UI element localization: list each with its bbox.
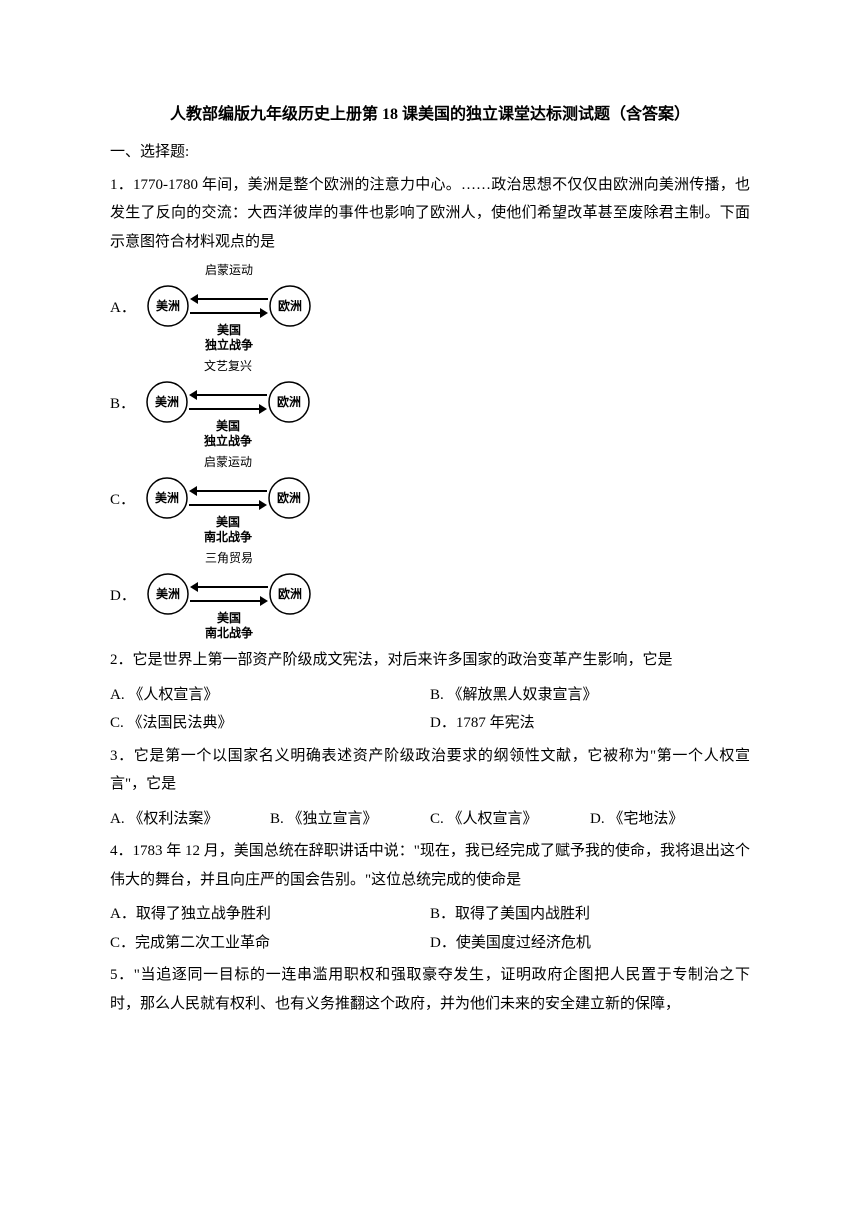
svg-text:美国: 美国	[216, 418, 240, 433]
q1-diagram-b: 文艺复兴 美洲 欧洲 美国 独立战争	[143, 358, 313, 450]
q3-opt-b: B. 《独立宣言》	[270, 805, 430, 834]
svg-text:美国: 美国	[217, 610, 241, 625]
svg-text:美国: 美国	[217, 322, 241, 337]
svg-text:美洲: 美洲	[155, 490, 179, 505]
svg-text:美国: 美国	[216, 514, 240, 529]
option-label: C．	[110, 486, 135, 515]
svg-text:欧洲: 欧洲	[277, 394, 301, 409]
question-2: 2．它是世界上第一部资产阶级成文宪法，对后来许多国家的政治变革产生影响，它是 A…	[110, 646, 750, 738]
svg-text:独立战争: 独立战争	[203, 433, 252, 448]
svg-text:启蒙运动: 启蒙运动	[204, 455, 252, 469]
q1-diagram-c: 启蒙运动 美洲 欧洲 美国 南北战争	[143, 454, 313, 546]
question-5: 5．"当追逐同一目标的一连串滥用职权和强取豪夺发生，证明政府企图把人民置于专制治…	[110, 961, 750, 1018]
svg-text:美洲: 美洲	[155, 394, 179, 409]
svg-text:欧洲: 欧洲	[278, 298, 302, 313]
question-4: 4．1783 年 12 月，美国总统在辞职讲话中说："现在，我已经完成了赋予我的…	[110, 837, 750, 957]
q2-opt-d: D．1787 年宪法	[430, 709, 750, 738]
q4-stem: 4．1783 年 12 月，美国总统在辞职讲话中说："现在，我已经完成了赋予我的…	[110, 837, 750, 894]
q4-opt-b: B．取得了美国内战胜利	[430, 900, 750, 929]
option-label: B．	[110, 390, 135, 419]
q1-diagram-a: 启蒙运动 美洲 欧洲 美国 独立战争	[144, 262, 314, 354]
q3-opt-a: A. 《权利法案》	[110, 805, 270, 834]
option-label: D．	[110, 582, 136, 611]
q1-option-b: B． 文艺复兴 美洲 欧洲 美国 独立战争	[110, 358, 750, 450]
q3-opt-c: C. 《人权宣言》	[430, 805, 590, 834]
svg-text:文艺复兴: 文艺复兴	[204, 358, 252, 373]
q1-diagram-d: 三角贸易 美洲 欧洲 美国 南北战争	[144, 550, 314, 642]
q1-option-c: C． 启蒙运动 美洲 欧洲 美国 南北战争	[110, 454, 750, 546]
svg-text:独立战争: 独立战争	[204, 337, 253, 352]
svg-text:欧洲: 欧洲	[278, 586, 302, 601]
svg-text:欧洲: 欧洲	[277, 490, 301, 505]
q3-opt-d: D. 《宅地法》	[590, 805, 750, 834]
svg-text:三角贸易: 三角贸易	[205, 551, 253, 565]
q1-option-a: A． 启蒙运动 美洲 欧洲 美国 独立战争	[110, 262, 750, 354]
svg-text:南北战争: 南北战争	[205, 625, 253, 640]
svg-text:南北战争: 南北战争	[204, 529, 252, 544]
q4-opt-a: A．取得了独立战争胜利	[110, 900, 430, 929]
q5-stem: 5．"当追逐同一目标的一连串滥用职权和强取豪夺发生，证明政府企图把人民置于专制治…	[110, 961, 750, 1018]
svg-text:美洲: 美洲	[156, 586, 180, 601]
question-3: 3．它是第一个以国家名义明确表述资产阶级政治要求的纲领性文献，它被称为"第一个人…	[110, 742, 750, 834]
q2-stem: 2．它是世界上第一部资产阶级成文宪法，对后来许多国家的政治变革产生影响，它是	[110, 646, 750, 675]
page-title: 人教部编版九年级历史上册第 18 课美国的独立课堂达标测试题（含答案）	[110, 100, 750, 130]
svg-text:启蒙运动: 启蒙运动	[205, 263, 253, 277]
section-heading: 一、选择题:	[110, 138, 750, 167]
option-label: A．	[110, 294, 136, 323]
q4-opt-d: D．使美国度过经济危机	[430, 929, 750, 958]
q2-opt-c: C. 《法国民法典》	[110, 709, 430, 738]
q1-option-d: D． 三角贸易 美洲 欧洲 美国 南北战争	[110, 550, 750, 642]
q4-opt-c: C．完成第二次工业革命	[110, 929, 430, 958]
question-1: 1．1770-1780 年间，美洲是整个欧洲的注意力中心。……政治思想不仅仅由欧…	[110, 171, 750, 643]
q2-opt-b: B. 《解放黑人奴隶宣言》	[430, 681, 750, 710]
q2-opt-a: A. 《人权宣言》	[110, 681, 430, 710]
q3-stem: 3．它是第一个以国家名义明确表述资产阶级政治要求的纲领性文献，它被称为"第一个人…	[110, 742, 750, 799]
q1-stem: 1．1770-1780 年间，美洲是整个欧洲的注意力中心。……政治思想不仅仅由欧…	[110, 171, 750, 257]
svg-text:美洲: 美洲	[156, 298, 180, 313]
